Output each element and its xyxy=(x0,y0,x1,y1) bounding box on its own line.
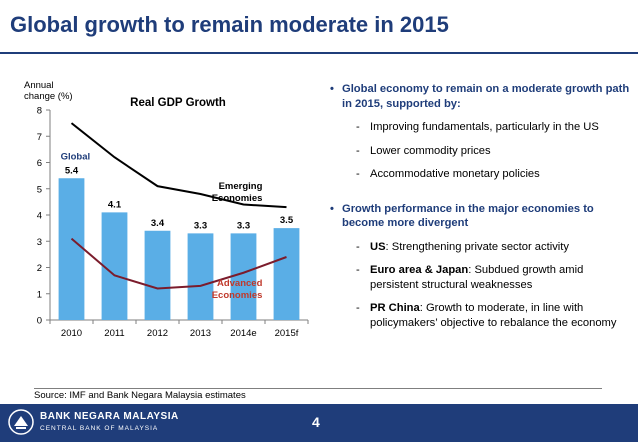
page-number: 4 xyxy=(312,414,320,430)
emerging-economies-line xyxy=(70,122,287,209)
advanced-series-label: Economies xyxy=(212,290,263,301)
y-tick-label: 2 xyxy=(37,263,42,274)
y-tick-label: 6 xyxy=(37,158,42,169)
sub-bullet: - Lower commodity prices xyxy=(330,144,630,159)
x-tick-label: 2013 xyxy=(190,328,211,339)
bar xyxy=(101,212,128,320)
y-tick-label: 0 xyxy=(37,316,42,327)
footer-bar: BANK NEGARA MALAYSIA CENTRAL BANK OF MAL… xyxy=(0,404,638,442)
global-series-label: Global xyxy=(61,151,91,162)
sub-bullet-text: PR China: Growth to moderate, in line wi… xyxy=(370,302,617,329)
x-tick-label: 2010 xyxy=(61,328,82,339)
sub-bullet-subject: PR China xyxy=(370,302,420,314)
source-divider xyxy=(34,388,602,389)
sub-bullet: - PR China: Growth to moderate, in line w… xyxy=(330,301,630,330)
x-tick-label: 2012 xyxy=(147,328,168,339)
emerging-series-label: Economies xyxy=(212,193,263,204)
bar xyxy=(230,233,257,320)
sub-bullet-text: US: Strengthening private sector activit… xyxy=(370,240,569,253)
bar-value-label: 3.5 xyxy=(280,215,294,226)
bullet-text: Growth performance in the major economie… xyxy=(342,202,594,230)
bar xyxy=(273,228,300,320)
advanced-series-label: Advanced xyxy=(217,278,263,289)
sub-bullet: - Euro area & Japan: Subdued growth amid … xyxy=(330,263,630,292)
dash-icon: - xyxy=(356,302,360,314)
bullet-text: Global economy to remain on a moderate g… xyxy=(342,83,630,110)
dash-icon: - xyxy=(356,264,360,276)
y-tick-label: 1 xyxy=(37,289,42,300)
slide-title: Global growth to remain moderate in 2015 xyxy=(10,12,449,37)
bullet-block: • Global economy to remain on a moderate … xyxy=(330,82,630,182)
advanced-economies-line xyxy=(70,237,287,290)
y-tick-label: 8 xyxy=(37,106,42,117)
y-tick-label: 5 xyxy=(37,184,42,195)
chart-title: Real GDP Growth xyxy=(130,97,226,109)
sub-bullet-subject: US xyxy=(370,240,386,253)
x-tick-label: 2015f xyxy=(275,328,299,339)
sub-bullet: - Accommodative monetary policies xyxy=(330,167,630,182)
bar xyxy=(58,178,85,320)
bullet-dot-icon: • xyxy=(330,83,334,95)
sub-bullet: - Improving fundamentals, particularly in… xyxy=(330,120,630,135)
dash-icon: - xyxy=(356,144,360,157)
dash-icon: - xyxy=(356,168,360,180)
title-divider xyxy=(0,52,638,54)
bullet-main: • Growth performance in the major economi… xyxy=(330,202,630,231)
emerging-series-label: Emerging xyxy=(219,181,263,192)
bullet-dot-icon: • xyxy=(330,202,334,215)
bank-subtitle: CENTRAL BANK OF MALAYSIA xyxy=(40,425,159,432)
bar-value-label: 3.3 xyxy=(237,220,250,231)
y-tick-label: 3 xyxy=(37,237,42,248)
sub-bullet: - US: Strengthening private sector activi… xyxy=(330,240,630,255)
bullet-list: • Global economy to remain on a moderate … xyxy=(330,82,630,330)
bullet-main: • Global economy to remain on a moderate … xyxy=(330,82,630,111)
bar-value-label: 3.4 xyxy=(151,218,165,229)
y-tick-label: 7 xyxy=(37,132,42,143)
dash-icon: - xyxy=(356,240,360,253)
sub-bullet-text: Improving fundamentals, particularly in … xyxy=(370,121,599,133)
bank-logo-icon xyxy=(8,409,34,435)
source-note: Source: IMF and Bank Negara Malaysia est… xyxy=(34,390,246,401)
bar-value-label: 4.1 xyxy=(108,199,122,210)
bank-name: BANK NEGARA MALAYSIA xyxy=(40,411,179,422)
x-tick-label: 2014e xyxy=(230,328,256,339)
y-axis-label: Annual xyxy=(24,80,54,91)
bullet-block: • Growth performance in the major economi… xyxy=(330,202,630,331)
bar-value-label: 5.4 xyxy=(65,165,79,176)
sub-bullet-text: Lower commodity prices xyxy=(370,144,491,157)
sub-bullet-text: Accommodative monetary policies xyxy=(370,168,540,180)
x-tick-label: 2011 xyxy=(104,328,124,339)
bar xyxy=(144,230,171,320)
bar xyxy=(187,233,214,320)
y-axis-label: change (%) xyxy=(24,91,73,102)
dash-icon: - xyxy=(356,121,360,133)
sub-bullet-subject: Euro area & Japan xyxy=(370,264,469,276)
y-tick-label: 4 xyxy=(37,211,42,222)
sub-bullet-text: Euro area & Japan: Subdued growth amid p… xyxy=(370,264,584,291)
bar-value-label: 3.3 xyxy=(194,220,207,231)
